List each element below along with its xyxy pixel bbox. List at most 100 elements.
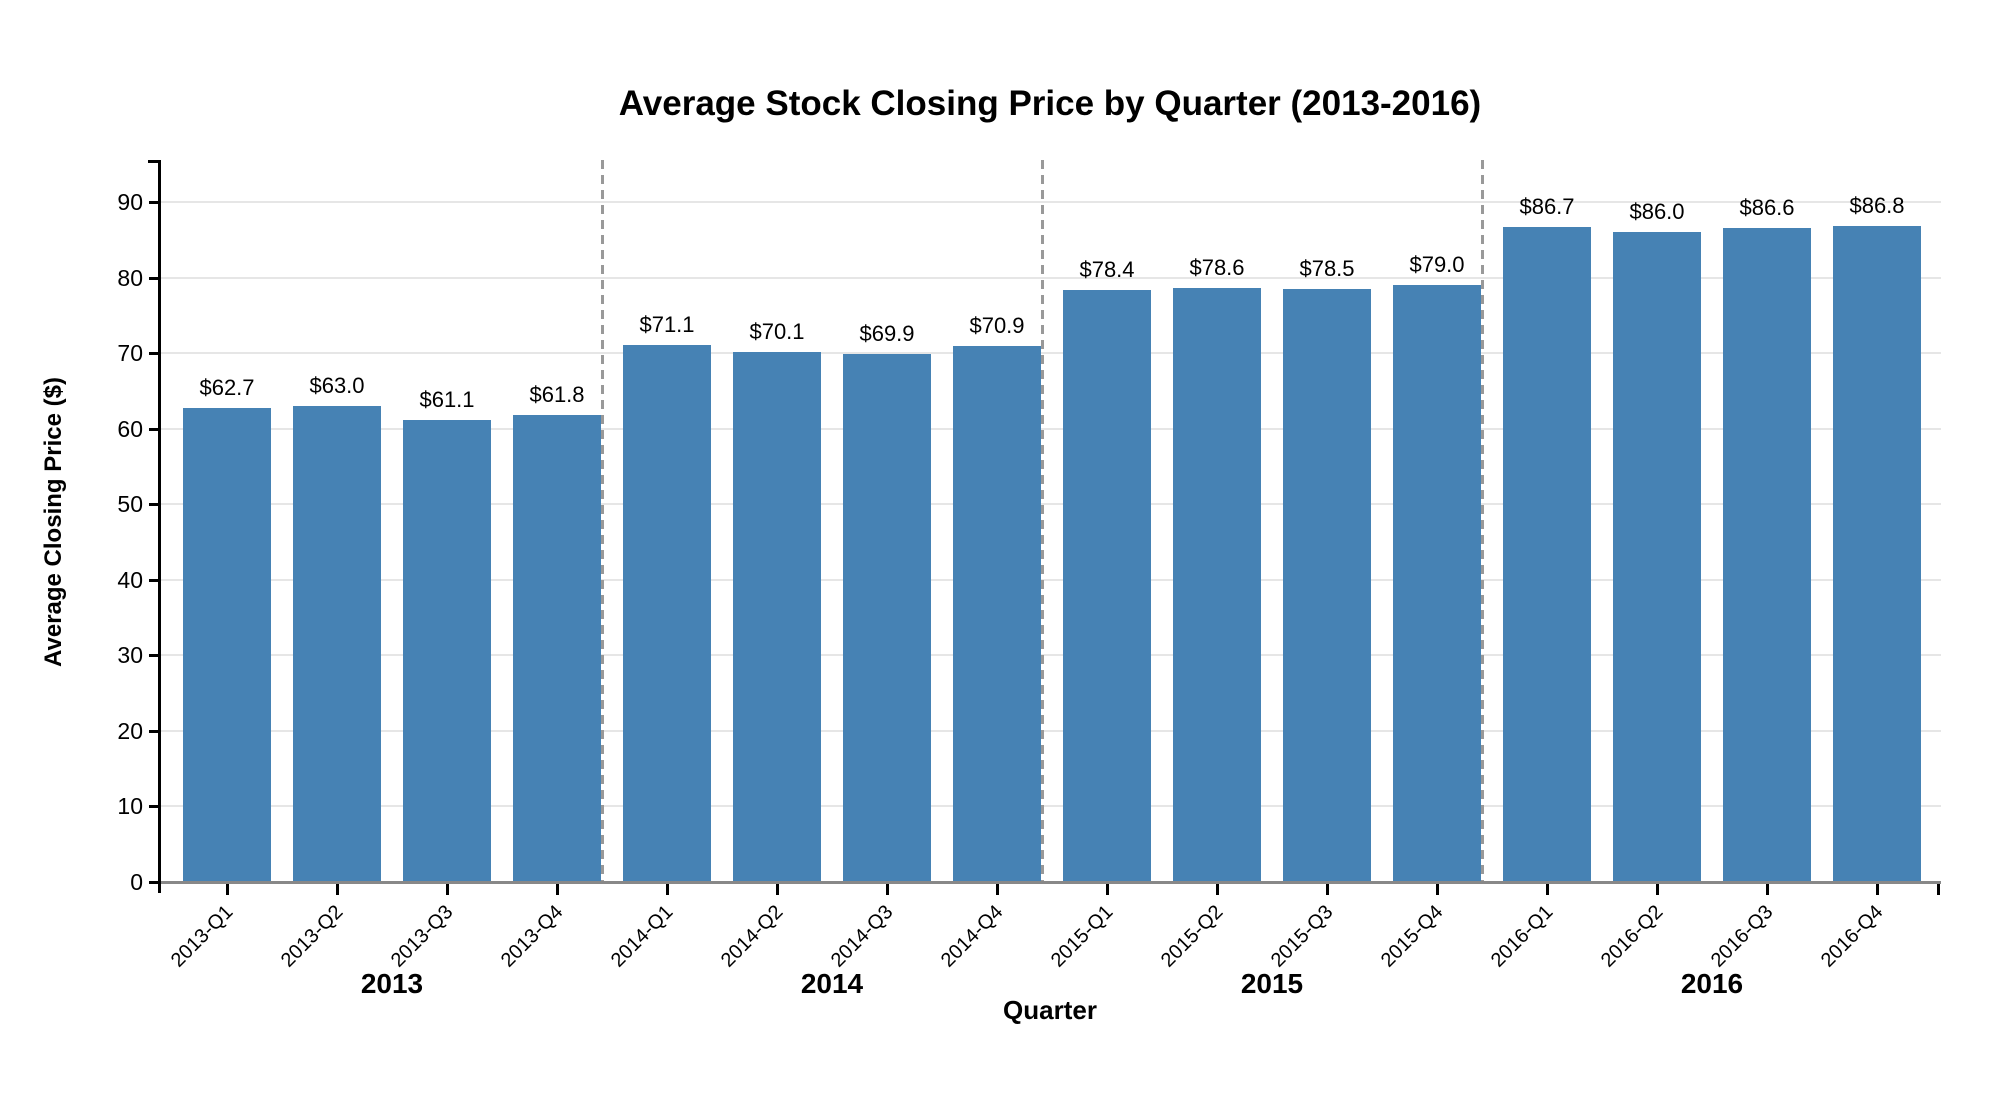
bar-2013-Q4 [513, 415, 601, 882]
bar-2016-Q1 [1503, 226, 1591, 882]
x-tick-label: 2014-Q3 [826, 901, 898, 972]
bar-value-label: $71.1 [639, 311, 695, 337]
gridline [158, 503, 1941, 506]
y-tick-label: 0 [130, 869, 143, 895]
bar-2016-Q3 [1723, 227, 1811, 882]
bar-2013-Q1 [183, 408, 271, 882]
x-tick [1546, 884, 1549, 895]
bar-2013-Q3 [403, 420, 491, 882]
year-group-label: 2014 [800, 968, 864, 999]
x-axis-line [158, 881, 1941, 884]
y-tick [149, 352, 158, 356]
year-group-label: 2016 [1680, 968, 1744, 999]
x-tick-label: 2013-Q1 [166, 901, 238, 972]
bar-2014-Q4 [953, 346, 1041, 882]
x-axis-end-tick [1937, 884, 1940, 895]
x-tick [446, 884, 449, 895]
bar-value-label: $62.7 [199, 375, 255, 401]
x-tick-label: 2016-Q2 [1596, 901, 1668, 972]
x-tick-label: 2016-Q3 [1706, 901, 1778, 972]
bar-value-label: $78.4 [1079, 256, 1135, 282]
x-tick [226, 884, 229, 895]
year-group-label: 2015 [1240, 968, 1304, 999]
x-tick-label: 2013-Q2 [276, 901, 348, 972]
bar-2014-Q1 [623, 344, 711, 882]
bar-2015-Q1 [1063, 289, 1151, 882]
gridline [158, 276, 1941, 279]
bar-2015-Q4 [1393, 285, 1481, 882]
y-tick [149, 881, 158, 884]
x-tick [996, 884, 999, 895]
bar-value-label: $78.5 [1299, 255, 1355, 281]
x-tick-label: 2015-Q3 [1266, 901, 1338, 972]
y-tick-label: 10 [117, 793, 143, 820]
gridline [158, 654, 1941, 657]
x-tick-label: 2014-Q2 [716, 901, 788, 972]
bar-2015-Q3 [1283, 288, 1371, 882]
y-tick [149, 503, 158, 507]
y-tick-label: 50 [117, 491, 143, 518]
bar-value-label: $86.8 [1849, 193, 1905, 219]
x-tick [776, 884, 779, 895]
y-tick [149, 654, 158, 658]
x-tick [1436, 884, 1439, 895]
y-tick [149, 276, 158, 280]
bar-value-label: $61.8 [529, 382, 585, 408]
y-tick-label: 70 [117, 340, 143, 367]
bar-value-label: $70.1 [749, 319, 805, 345]
chart-title: Average Stock Closing Price by Quarter (… [618, 84, 1482, 123]
y-tick-label: 20 [117, 717, 143, 744]
y-tick [149, 200, 158, 204]
x-tick-label: 2013-Q4 [496, 901, 568, 972]
x-tick [336, 884, 339, 895]
bar-2016-Q2 [1613, 232, 1701, 882]
x-tick-label: 2014-Q1 [606, 901, 678, 972]
y-tick-label: 80 [117, 264, 143, 291]
y-axis-end-cap [148, 160, 161, 163]
bar-2016-Q4 [1833, 226, 1921, 882]
x-tick-label: 2016-Q4 [1816, 901, 1888, 972]
x-axis-title: Quarter [1003, 995, 1097, 1025]
y-tick [149, 805, 158, 809]
bar-2014-Q2 [733, 352, 821, 882]
gridline [158, 200, 1941, 203]
y-tick-label: 60 [117, 415, 143, 442]
bar-2014-Q3 [843, 353, 931, 882]
bar-value-label: $86.7 [1519, 193, 1575, 219]
gridline [158, 805, 1941, 808]
x-tick [556, 884, 559, 895]
bar-value-label: $86.6 [1739, 194, 1795, 220]
y-tick [149, 578, 158, 582]
y-tick-label: 90 [117, 188, 143, 215]
x-tick [1326, 884, 1329, 895]
x-tick-label: 2014-Q4 [936, 901, 1008, 972]
gridline [158, 729, 1941, 732]
x-tick-label: 2013-Q3 [386, 901, 458, 972]
x-tick-label: 2015-Q4 [1376, 901, 1448, 972]
year-group-label: 2013 [360, 968, 424, 999]
x-tick-label: 2015-Q2 [1156, 901, 1228, 972]
bar-2015-Q2 [1173, 288, 1261, 882]
x-tick [886, 884, 889, 895]
year-separator-line [1481, 160, 1484, 882]
y-tick [149, 427, 158, 431]
bar-value-label: $86.0 [1629, 199, 1685, 225]
x-tick [666, 884, 669, 895]
y-axis-line [158, 160, 161, 893]
bar-value-label: $70.9 [969, 313, 1025, 339]
gridline [158, 352, 1941, 355]
x-tick [1876, 884, 1879, 895]
bar-value-label: $69.9 [859, 320, 915, 346]
bar-value-label: $78.6 [1189, 255, 1245, 281]
y-tick-label: 40 [117, 566, 143, 593]
bar-2013-Q2 [293, 405, 381, 882]
x-tick-label: 2016-Q1 [1486, 901, 1558, 972]
bar-value-label: $61.1 [419, 387, 475, 413]
gridline [158, 578, 1941, 581]
y-tick [149, 729, 158, 733]
year-separator-line [1041, 160, 1044, 882]
bar-value-label: $63.0 [309, 372, 365, 398]
gridline [158, 427, 1941, 430]
